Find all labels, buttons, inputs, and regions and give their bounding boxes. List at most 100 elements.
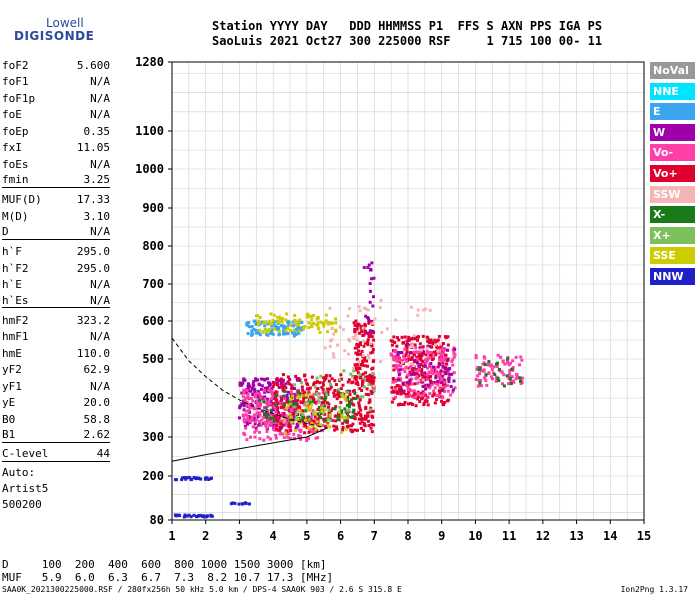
- data-point: [482, 369, 486, 373]
- data-point: [329, 385, 333, 389]
- data-point: [409, 401, 413, 405]
- data-point: [353, 323, 357, 327]
- data-point: [508, 369, 512, 373]
- data-point: [177, 513, 181, 517]
- data-point: [292, 415, 296, 419]
- data-point: [347, 400, 351, 404]
- param-value: N/A: [90, 293, 110, 307]
- param-row: MUF(D) 17.33: [2, 192, 110, 209]
- data-point: [289, 408, 293, 412]
- data-point: [274, 410, 278, 414]
- data-point: [478, 383, 482, 387]
- data-point: [312, 430, 316, 434]
- data-point: [363, 329, 367, 333]
- data-point: [256, 314, 260, 318]
- data-point: [286, 390, 290, 394]
- data-point: [441, 341, 445, 345]
- data-point: [340, 428, 344, 432]
- data-point: [293, 428, 297, 432]
- data-point: [282, 411, 286, 415]
- data-point: [324, 396, 328, 400]
- data-point: [366, 419, 370, 423]
- data-point: [267, 319, 271, 323]
- param-key: foF1: [2, 75, 29, 89]
- data-point: [385, 327, 389, 331]
- data-point: [424, 353, 428, 357]
- data-point: [514, 377, 518, 381]
- data-point: [425, 399, 429, 403]
- data-point: [291, 320, 295, 324]
- x-tick-label: 1: [168, 529, 175, 543]
- data-point: [441, 366, 445, 370]
- data-point: [498, 367, 502, 371]
- data-point: [415, 359, 419, 363]
- data-point: [284, 318, 288, 322]
- data-point: [286, 380, 290, 384]
- data-point: [202, 514, 206, 518]
- data-point: [366, 411, 370, 415]
- data-point: [355, 394, 359, 398]
- data-point: [428, 338, 432, 342]
- y-tick-label: 1280: [135, 55, 164, 69]
- data-point: [271, 380, 275, 384]
- data-point: [240, 383, 244, 387]
- data-point: [355, 381, 359, 385]
- ionospheric-parameters-panel: foF2 5.600 foF1 N/A foF1p N/A foE N/A foEp 0.35 fx…: [2, 57, 110, 514]
- data-point: [277, 416, 281, 420]
- data-point: [257, 382, 261, 386]
- data-point: [241, 381, 245, 385]
- data-point: [261, 396, 265, 400]
- data-point: [294, 417, 298, 421]
- data-point: [394, 348, 398, 352]
- data-point: [423, 399, 427, 403]
- data-point: [280, 320, 284, 324]
- data-point: [371, 382, 375, 386]
- data-point: [494, 379, 498, 383]
- data-point: [421, 396, 425, 400]
- data-point: [244, 426, 248, 430]
- data-point: [431, 354, 435, 358]
- data-point: [274, 436, 278, 440]
- param-value: N/A: [90, 330, 110, 344]
- data-point: [351, 396, 355, 400]
- data-point: [245, 400, 249, 404]
- data-point: [345, 420, 349, 424]
- data-point: [313, 412, 317, 416]
- data-point: [173, 478, 177, 482]
- data-point: [256, 415, 260, 419]
- data-point: [405, 350, 409, 354]
- data-point: [416, 308, 420, 312]
- x-tick-label: 14: [603, 529, 617, 543]
- param-row: foF1 N/A: [2, 74, 110, 91]
- data-point: [483, 356, 487, 360]
- x-tick-label: 15: [637, 529, 651, 543]
- data-point: [391, 380, 395, 384]
- data-point: [269, 312, 273, 316]
- data-point: [487, 362, 491, 366]
- data-point: [312, 397, 316, 401]
- data-point: [409, 357, 413, 361]
- data-point: [330, 321, 334, 325]
- data-point: [329, 409, 333, 413]
- data-point: [279, 431, 283, 435]
- data-point: [507, 363, 511, 367]
- param-row: h`Es N/A: [2, 293, 110, 308]
- data-point: [419, 356, 423, 360]
- data-point: [412, 391, 416, 395]
- legend-entry: X+: [650, 226, 695, 244]
- data-point: [412, 389, 416, 393]
- data-point: [482, 361, 486, 365]
- data-point: [293, 410, 297, 414]
- param-row: foF1p N/A: [2, 90, 110, 107]
- data-point: [267, 402, 271, 406]
- data-point: [322, 411, 326, 415]
- data-point: [293, 314, 297, 318]
- data-point: [330, 326, 334, 330]
- data-point: [370, 422, 374, 426]
- data-point: [272, 382, 276, 386]
- data-point: [253, 395, 257, 399]
- data-point: [432, 391, 436, 395]
- data-point: [252, 413, 256, 417]
- param-key: h`F2: [2, 261, 29, 275]
- data-point: [403, 335, 407, 339]
